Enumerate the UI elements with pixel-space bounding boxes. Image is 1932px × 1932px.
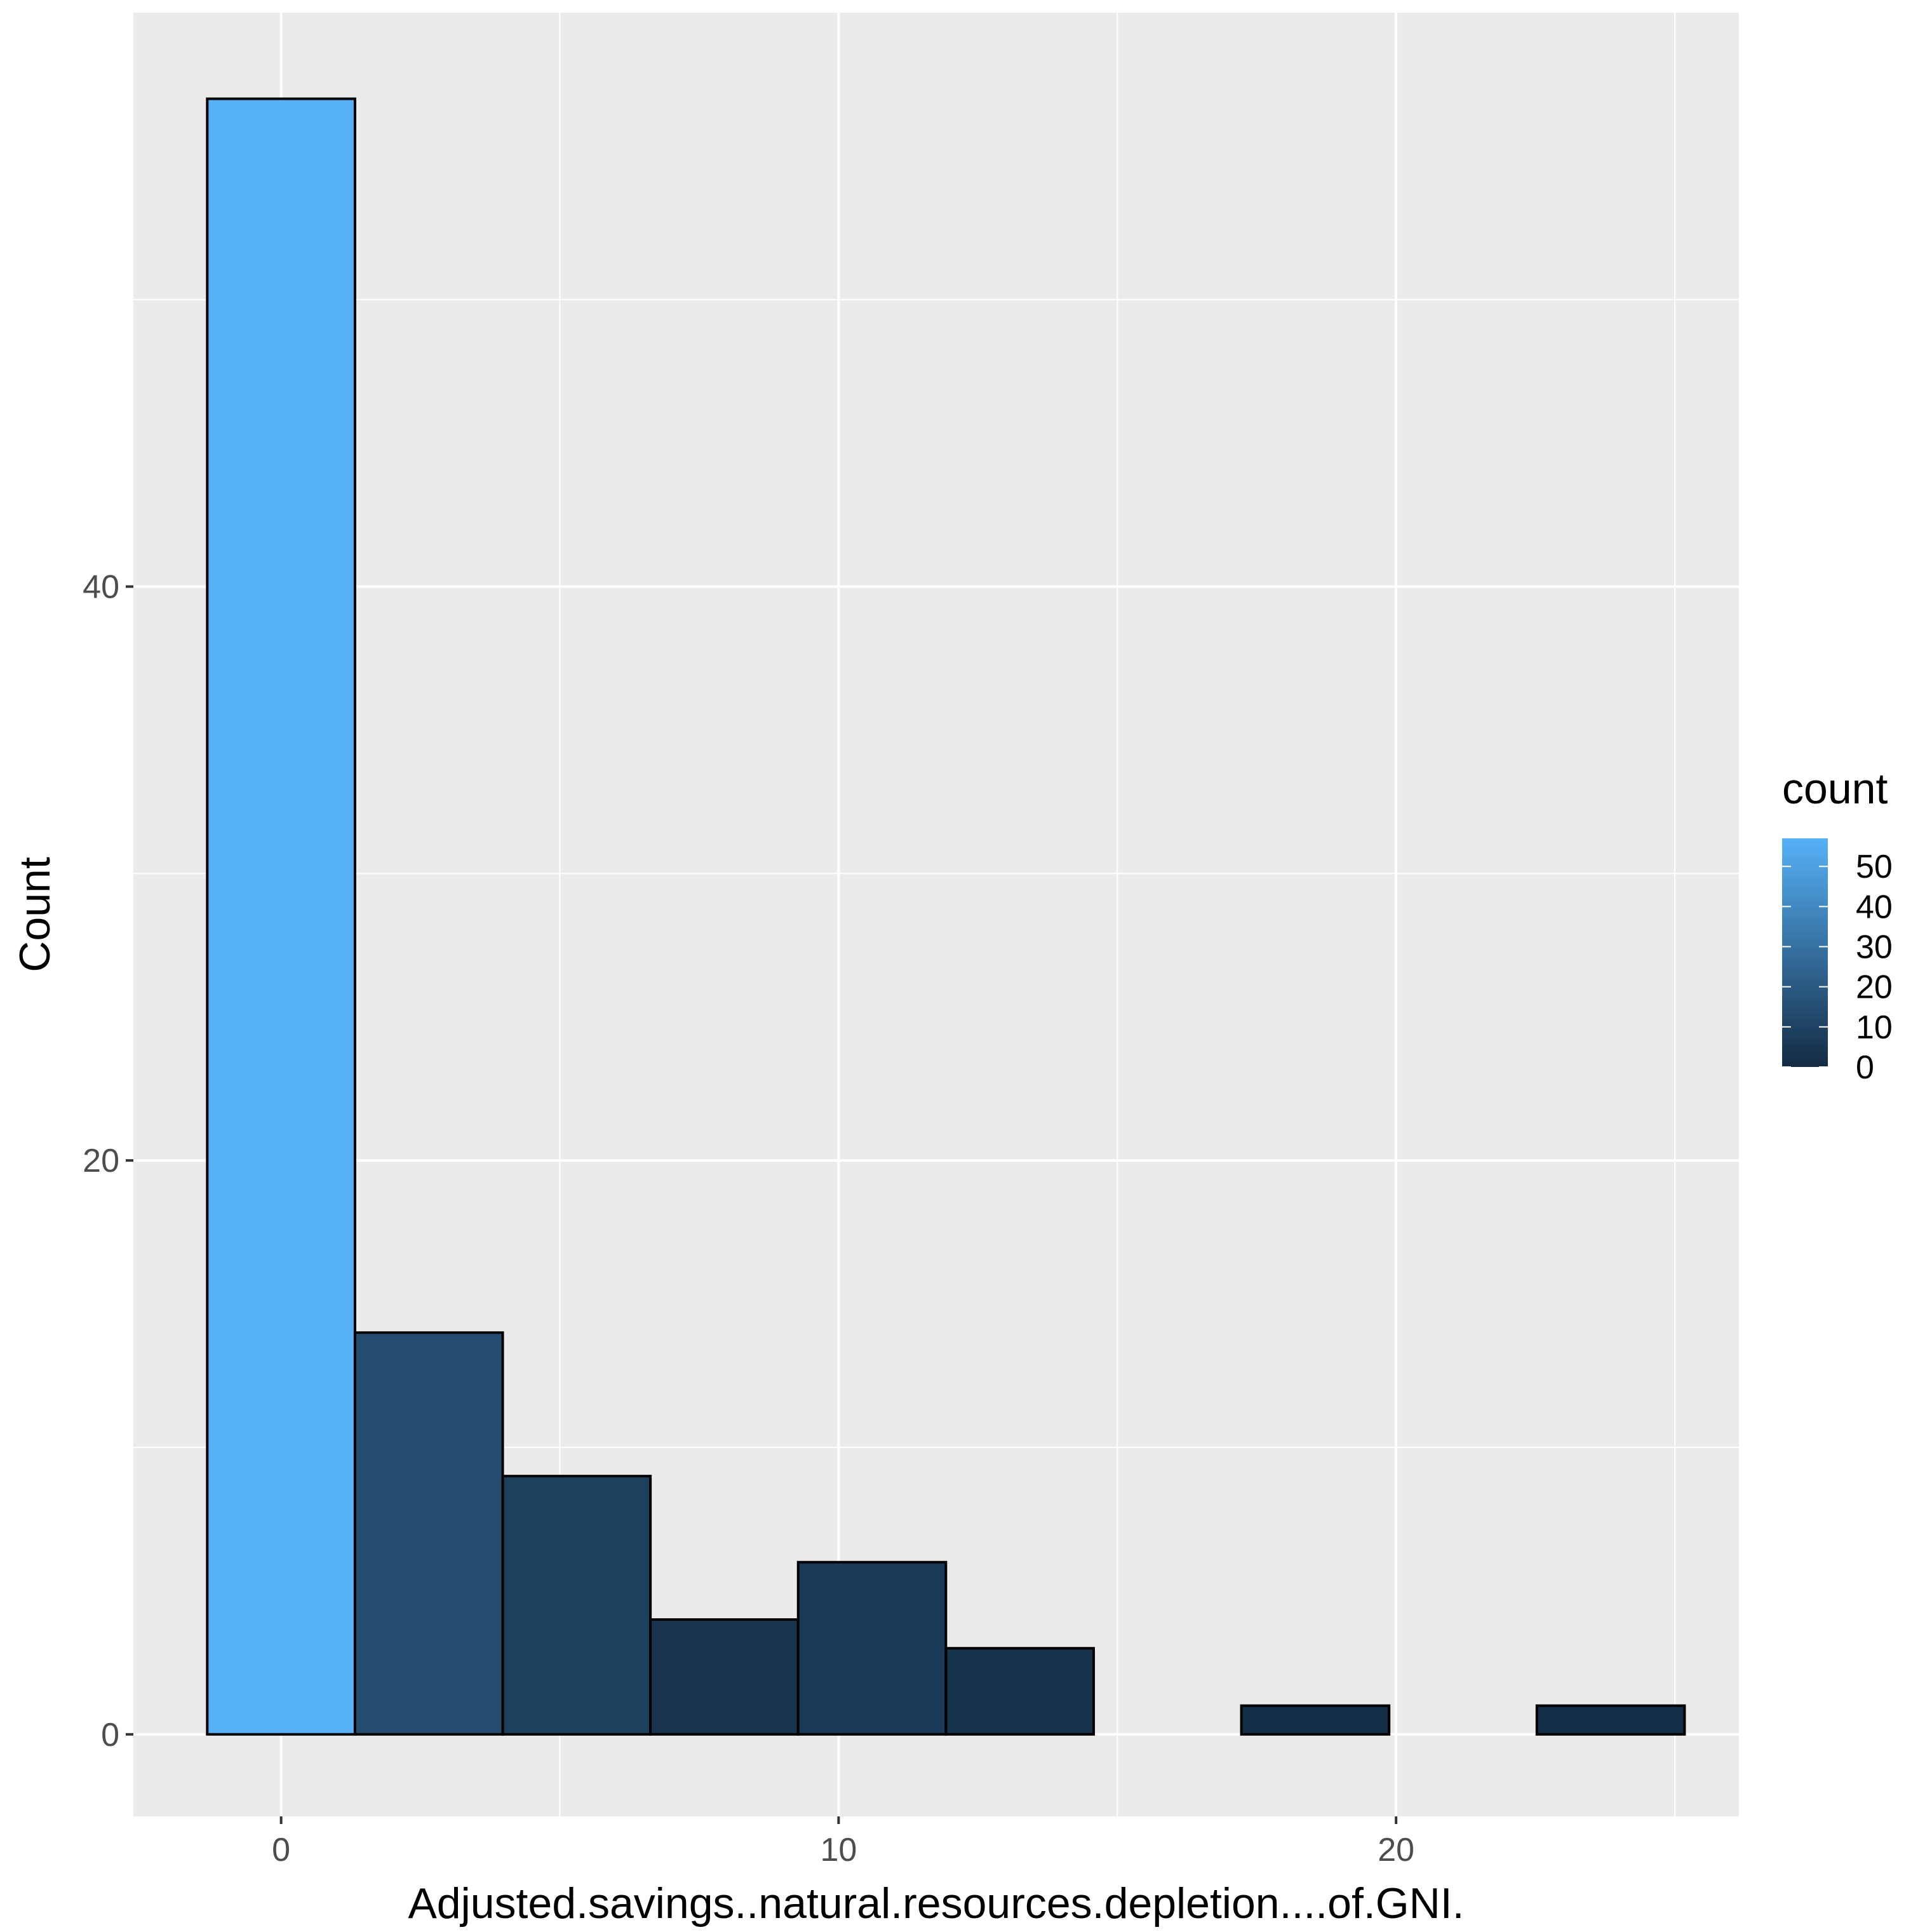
colorbar-tick-label: 10: [1856, 1009, 1893, 1046]
histogram-bar: [353, 1331, 504, 1736]
x-tick-label: 10: [820, 1832, 857, 1868]
colorbar-tick-label: 0: [1856, 1049, 1874, 1086]
histogram-bar: [206, 97, 356, 1736]
colorbar-tick-label: 20: [1856, 969, 1893, 1006]
y-tick-label: 0: [101, 1717, 119, 1754]
legend-title: count: [1782, 765, 1888, 813]
histogram-bar: [649, 1618, 800, 1736]
axes: 0 10 20 0 20 40: [83, 569, 1414, 1868]
x-axis-title: Adjusted.savings..natural.resources.depl…: [408, 1879, 1464, 1928]
y-axis-title: Count: [11, 857, 59, 972]
histogram-bar: [796, 1560, 948, 1736]
histogram-bar: [944, 1647, 1095, 1736]
colorbar: [1782, 838, 1828, 1067]
x-tick-label: 20: [1378, 1832, 1414, 1868]
colorbar-tick-label: 40: [1856, 889, 1893, 925]
histogram-bars: [206, 97, 1686, 1736]
colorbar-tick-label: 50: [1856, 849, 1893, 885]
y-tick-label: 40: [83, 569, 119, 606]
histogram-bar: [1535, 1704, 1686, 1736]
y-tick-label: 20: [83, 1143, 119, 1179]
histogram-bar: [501, 1475, 652, 1736]
histogram-bar: [1240, 1704, 1391, 1736]
colorbar-tick-label: 30: [1856, 929, 1893, 966]
x-tick-label: 0: [272, 1832, 290, 1868]
